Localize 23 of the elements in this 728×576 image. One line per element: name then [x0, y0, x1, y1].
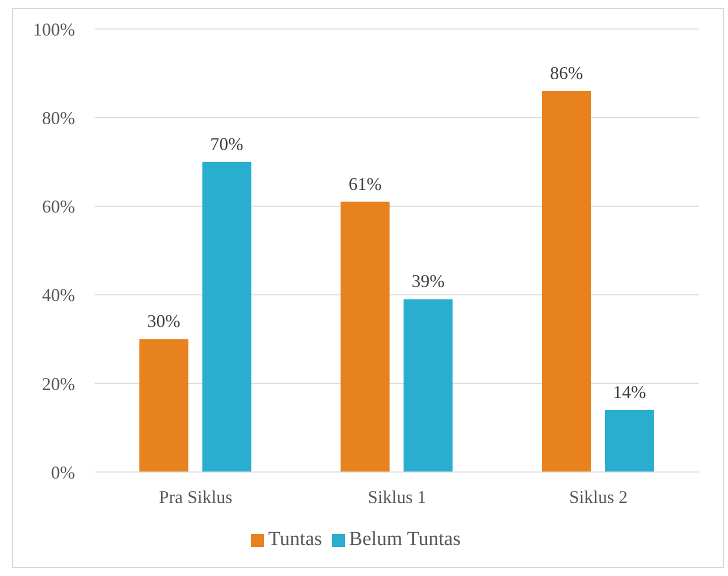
- y-tick-label: 100%: [33, 19, 75, 40]
- bar: [604, 410, 654, 472]
- bar: [202, 162, 252, 472]
- x-tick-label: Siklus 1: [368, 486, 426, 507]
- data-label: 39%: [412, 271, 445, 292]
- data-label: 86%: [550, 63, 583, 84]
- data-label: 30%: [147, 311, 180, 332]
- y-tick-label: 20%: [42, 374, 75, 394]
- data-label: 61%: [348, 174, 382, 194]
- x-tick-label: Pra Siklus: [158, 486, 232, 507]
- y-tick-label: 0%: [51, 462, 75, 482]
- y-tick-label: 60%: [42, 196, 75, 217]
- x-tick-label: Siklus 2: [569, 486, 628, 507]
- bar: [139, 339, 188, 472]
- legend-label: Belum Tuntas: [349, 528, 461, 550]
- bar: [340, 202, 390, 472]
- data-label: 70%: [210, 134, 244, 154]
- legend-label: Tuntas: [268, 528, 322, 550]
- y-tick-label: 40%: [42, 285, 75, 306]
- bar: [542, 91, 591, 472]
- y-tick-label: 80%: [42, 108, 75, 128]
- data-label: 14%: [612, 382, 646, 402]
- bar: [404, 299, 453, 472]
